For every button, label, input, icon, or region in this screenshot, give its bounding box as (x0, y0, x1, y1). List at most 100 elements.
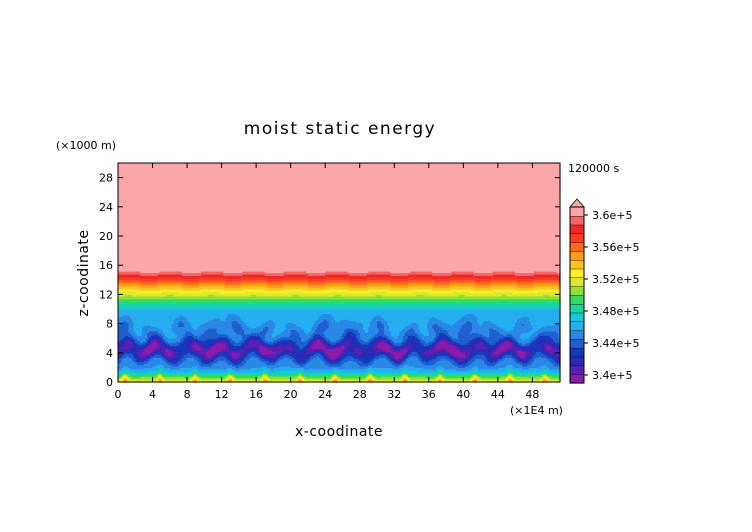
field-cell (444, 339, 449, 342)
field-cell (233, 377, 237, 380)
field-cell (233, 346, 240, 350)
field-cell (492, 271, 516, 274)
field-cell (207, 338, 221, 341)
field-cell (489, 330, 499, 333)
field-cell (152, 333, 159, 336)
field-cell (244, 330, 261, 333)
field-cell (295, 342, 309, 345)
field-cell (370, 325, 378, 328)
field-cell (118, 250, 561, 253)
field-cell (494, 352, 501, 355)
field-cell (404, 333, 420, 336)
field-cell (475, 279, 492, 282)
field-cell (333, 376, 338, 379)
field-cell (301, 371, 304, 374)
field-cell (119, 346, 131, 350)
field-cell (335, 339, 342, 342)
field-cell (187, 319, 211, 322)
field-cell (371, 376, 375, 379)
field-cell (261, 357, 268, 360)
field-cell (402, 335, 409, 338)
field-cell (518, 346, 535, 350)
field-cell (411, 345, 418, 348)
field-cell (240, 344, 243, 347)
field-cell (553, 363, 561, 366)
field-cell (532, 355, 540, 358)
field-cell (345, 336, 356, 339)
field-cell (449, 276, 476, 279)
field-cell (263, 291, 288, 294)
colorbar-swatch (569, 374, 585, 384)
field-cell (123, 344, 135, 347)
field-cell (458, 294, 466, 297)
field-cell (118, 228, 561, 231)
field-cell (439, 379, 442, 382)
field-cell (539, 377, 544, 380)
field-cell (266, 276, 285, 279)
field-cell (366, 279, 392, 282)
field-cell (295, 354, 311, 357)
field-cell (383, 327, 390, 331)
field-cell (326, 354, 340, 357)
field-cell (528, 341, 533, 344)
field-cell (256, 346, 261, 350)
field-cell (511, 329, 532, 332)
field-cell (302, 371, 333, 374)
field-cell (414, 365, 439, 368)
field-cell (554, 291, 561, 294)
field-cell (164, 371, 193, 374)
field-cell (240, 276, 268, 279)
field-cell (309, 330, 316, 333)
field-cell (373, 371, 402, 374)
field-cell (516, 276, 535, 279)
field-cell (368, 326, 378, 329)
field-cell (128, 325, 135, 328)
field-cell (376, 323, 385, 326)
field-cell (219, 317, 226, 320)
field-cell (187, 352, 192, 355)
field-cell (311, 345, 326, 348)
field-cell (477, 368, 508, 371)
field-cell (539, 332, 559, 335)
field-cell (240, 285, 268, 288)
field-cell (342, 332, 347, 335)
field-cell (121, 370, 124, 373)
field-cell (133, 320, 174, 323)
field-cell (406, 352, 409, 355)
field-cell (408, 371, 439, 374)
field-cell (235, 377, 261, 380)
field-cell (432, 344, 435, 347)
field-cell (458, 358, 466, 361)
field-cell (199, 361, 204, 364)
field-cell (318, 317, 335, 320)
field-cell (161, 377, 164, 380)
field-cell (326, 352, 342, 355)
field-cell (418, 357, 423, 360)
field-cell (145, 342, 148, 345)
field-cell (541, 346, 546, 350)
time-label: 120000 s (568, 162, 619, 175)
field-cell (197, 339, 204, 342)
field-cell (313, 336, 316, 339)
field-cell (458, 345, 463, 348)
field-cell (212, 345, 226, 348)
field-cell (118, 364, 157, 367)
field-cell (489, 329, 497, 332)
field-cell (390, 330, 401, 333)
field-cell (342, 349, 345, 352)
field-cell (256, 326, 266, 329)
field-cell (297, 361, 306, 364)
field-cell (244, 329, 264, 332)
field-cell (238, 354, 243, 357)
field-cell (207, 344, 212, 347)
field-cell (204, 339, 218, 342)
field-cell (547, 379, 551, 382)
field-cell (442, 320, 457, 323)
field-cell (140, 282, 159, 285)
field-cell (118, 275, 561, 278)
field-cell (390, 282, 409, 285)
field-cell (325, 273, 350, 277)
field-cell (537, 291, 556, 294)
field-cell (230, 339, 235, 342)
field-cell (368, 364, 395, 367)
